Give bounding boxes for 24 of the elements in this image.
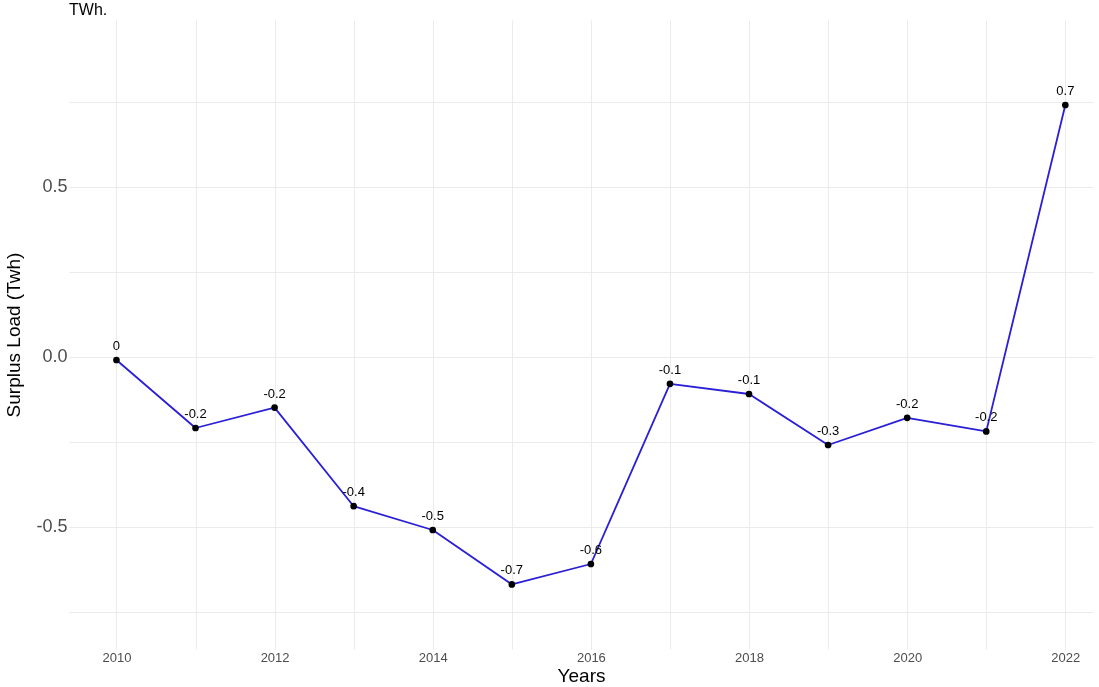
x-tick-label: 2022 [1051, 649, 1081, 665]
x-tick-label: 2018 [735, 649, 764, 665]
y-tick-label: 0.0 [42, 346, 68, 367]
data-label: -0.2 [263, 385, 286, 401]
x-tick-label: 2016 [576, 649, 606, 665]
data-label: 0.7 [1056, 83, 1075, 98]
x-tick-label: 2020 [893, 649, 923, 665]
data-label: -0.1 [658, 361, 682, 377]
data-label: -0.2 [895, 395, 919, 411]
x-tick-label: 2012 [260, 649, 290, 665]
x-axis-title: Years [557, 664, 606, 686]
data-label: -0.7 [500, 562, 524, 578]
data-label: -0.4 [342, 484, 365, 500]
data-label: -0.2 [184, 406, 207, 421]
y-tick-label: -0.5 [36, 516, 68, 537]
data-label: -0.3 [816, 423, 840, 438]
data-label: -0.1 [737, 372, 761, 387]
x-tick-label: 2014 [418, 649, 448, 665]
y-tick-label: 0.5 [42, 176, 68, 197]
x-tick-label: 2010 [102, 649, 132, 665]
data-label: 0 [112, 338, 121, 353]
chart-title: TWh. [69, 1, 108, 18]
data-label: -0.5 [421, 508, 444, 523]
y-axis-title: Surplus Load (Twh) [3, 252, 25, 418]
